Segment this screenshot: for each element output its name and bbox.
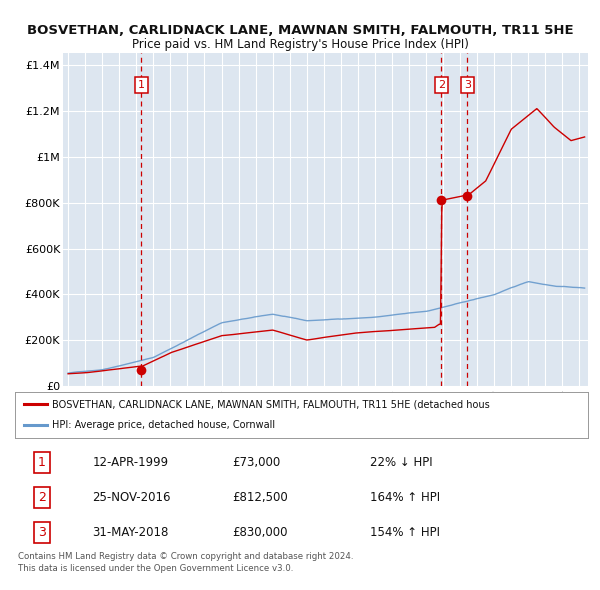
Text: 2: 2 [38,490,46,504]
Text: BOSVETHAN, CARLIDNACK LANE, MAWNAN SMITH, FALMOUTH, TR11 5HE (detached hous: BOSVETHAN, CARLIDNACK LANE, MAWNAN SMITH… [52,399,490,409]
Text: BOSVETHAN, CARLIDNACK LANE, MAWNAN SMITH, FALMOUTH, TR11 5HE: BOSVETHAN, CARLIDNACK LANE, MAWNAN SMITH… [26,24,574,37]
Text: 1: 1 [137,80,145,90]
Text: 12-APR-1999: 12-APR-1999 [92,455,169,468]
Text: Price paid vs. HM Land Registry's House Price Index (HPI): Price paid vs. HM Land Registry's House … [131,38,469,51]
Text: £73,000: £73,000 [233,455,281,468]
Text: 31-MAY-2018: 31-MAY-2018 [92,526,169,539]
Text: 154% ↑ HPI: 154% ↑ HPI [370,526,440,539]
Text: This data is licensed under the Open Government Licence v3.0.: This data is licensed under the Open Gov… [18,563,293,572]
Text: 2: 2 [438,80,445,90]
Text: 164% ↑ HPI: 164% ↑ HPI [370,490,440,504]
Text: 25-NOV-2016: 25-NOV-2016 [92,490,171,504]
Text: £830,000: £830,000 [233,526,288,539]
Text: 1: 1 [38,455,46,468]
Text: Contains HM Land Registry data © Crown copyright and database right 2024.: Contains HM Land Registry data © Crown c… [18,552,353,560]
Text: 22% ↓ HPI: 22% ↓ HPI [370,455,433,468]
Text: 3: 3 [38,526,46,539]
Text: 3: 3 [464,80,471,90]
Text: HPI: Average price, detached house, Cornwall: HPI: Average price, detached house, Corn… [52,420,275,430]
Text: £812,500: £812,500 [233,490,289,504]
